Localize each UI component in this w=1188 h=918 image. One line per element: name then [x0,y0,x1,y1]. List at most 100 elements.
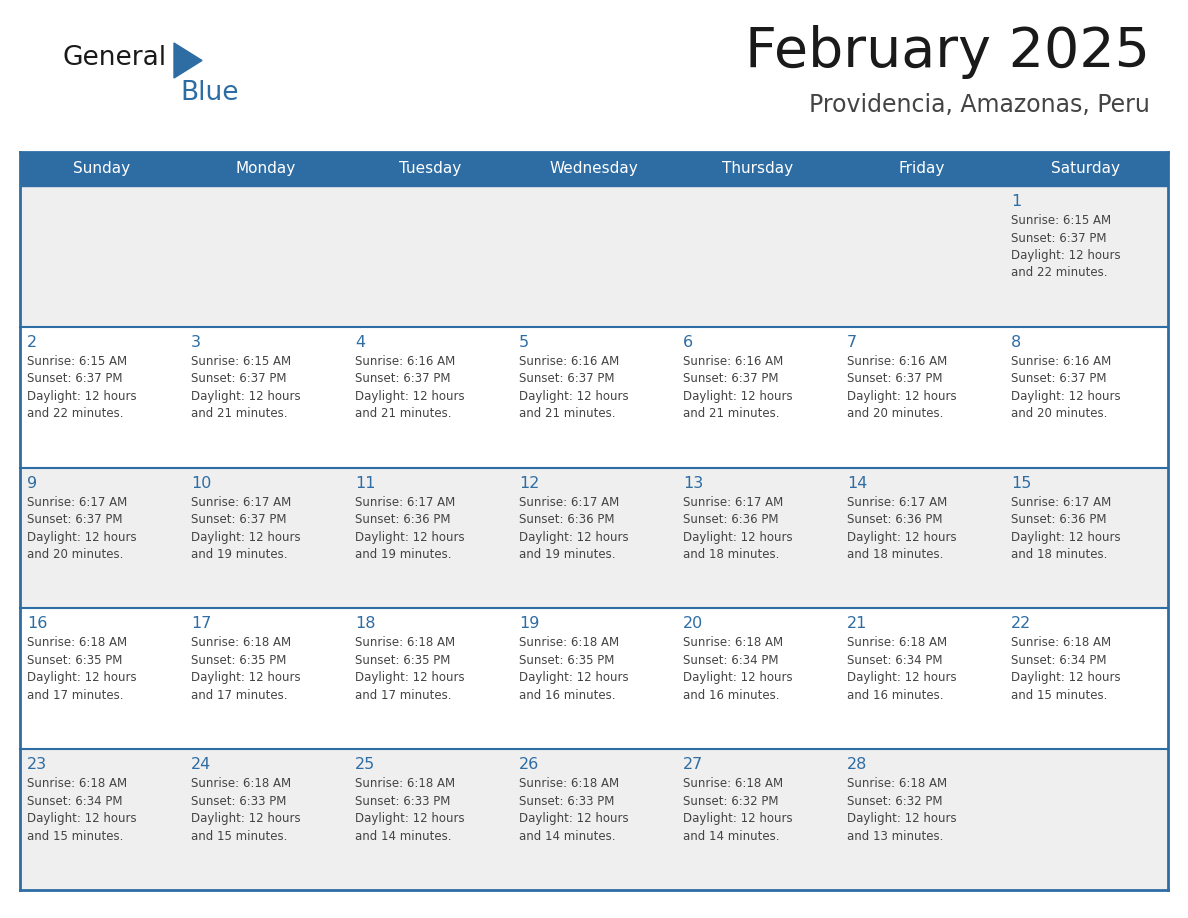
Text: Sunrise: 6:15 AM: Sunrise: 6:15 AM [27,354,127,368]
Text: Daylight: 12 hours: Daylight: 12 hours [1011,671,1120,685]
Text: Sunrise: 6:16 AM: Sunrise: 6:16 AM [355,354,455,368]
Text: 5: 5 [519,335,529,350]
Text: 11: 11 [355,476,375,490]
Text: Daylight: 12 hours: Daylight: 12 hours [27,531,137,543]
Text: and 17 minutes.: and 17 minutes. [355,688,451,702]
Text: Sunset: 6:36 PM: Sunset: 6:36 PM [519,513,614,526]
Text: Blue: Blue [181,80,239,106]
Text: Sunrise: 6:18 AM: Sunrise: 6:18 AM [683,636,783,649]
Text: Sunrise: 6:18 AM: Sunrise: 6:18 AM [519,778,619,790]
Text: and 21 minutes.: and 21 minutes. [519,408,615,420]
Text: Sunrise: 6:18 AM: Sunrise: 6:18 AM [847,778,947,790]
Text: Sunset: 6:37 PM: Sunset: 6:37 PM [683,373,778,386]
Text: 4: 4 [355,335,365,350]
Text: 16: 16 [27,616,48,632]
Text: Sunset: 6:35 PM: Sunset: 6:35 PM [355,654,450,666]
Text: 9: 9 [27,476,37,490]
Text: Sunset: 6:37 PM: Sunset: 6:37 PM [27,373,122,386]
Text: Sunset: 6:36 PM: Sunset: 6:36 PM [683,513,778,526]
Text: and 19 minutes.: and 19 minutes. [191,548,287,561]
Text: Sunrise: 6:18 AM: Sunrise: 6:18 AM [847,636,947,649]
Text: Daylight: 12 hours: Daylight: 12 hours [355,531,465,543]
Text: 12: 12 [519,476,539,490]
Text: Sunrise: 6:17 AM: Sunrise: 6:17 AM [355,496,455,509]
Text: Sunrise: 6:18 AM: Sunrise: 6:18 AM [191,636,291,649]
Text: Sunset: 6:35 PM: Sunset: 6:35 PM [27,654,122,666]
Text: 3: 3 [191,335,201,350]
Text: Sunset: 6:37 PM: Sunset: 6:37 PM [1011,231,1106,244]
Text: Sunrise: 6:17 AM: Sunrise: 6:17 AM [683,496,783,509]
Text: and 19 minutes.: and 19 minutes. [519,548,615,561]
Text: Sunrise: 6:17 AM: Sunrise: 6:17 AM [191,496,291,509]
Text: 7: 7 [847,335,857,350]
Bar [20,749,1168,890]
Text: Daylight: 12 hours: Daylight: 12 hours [191,390,301,403]
Text: Sunset: 6:33 PM: Sunset: 6:33 PM [355,795,450,808]
Text: Sunset: 6:34 PM: Sunset: 6:34 PM [847,654,942,666]
Text: 2: 2 [27,335,37,350]
Text: Sunset: 6:32 PM: Sunset: 6:32 PM [847,795,942,808]
Text: Sunrise: 6:16 AM: Sunrise: 6:16 AM [683,354,783,368]
Text: and 17 minutes.: and 17 minutes. [27,688,124,702]
Text: Sunset: 6:37 PM: Sunset: 6:37 PM [27,513,122,526]
Text: and 14 minutes.: and 14 minutes. [355,830,451,843]
Text: and 16 minutes.: and 16 minutes. [847,688,943,702]
Text: and 20 minutes.: and 20 minutes. [27,548,124,561]
Text: Tuesday: Tuesday [399,162,461,176]
Text: Daylight: 12 hours: Daylight: 12 hours [1011,390,1120,403]
Text: Sunrise: 6:17 AM: Sunrise: 6:17 AM [27,496,127,509]
Text: Friday: Friday [899,162,946,176]
Text: Sunday: Sunday [74,162,131,176]
Text: Sunrise: 6:18 AM: Sunrise: 6:18 AM [27,778,127,790]
Text: Daylight: 12 hours: Daylight: 12 hours [683,671,792,685]
Text: Wednesday: Wednesday [550,162,638,176]
Text: Daylight: 12 hours: Daylight: 12 hours [847,812,956,825]
Text: Sunset: 6:36 PM: Sunset: 6:36 PM [847,513,942,526]
Text: Sunrise: 6:17 AM: Sunrise: 6:17 AM [519,496,619,509]
Text: 28: 28 [847,757,867,772]
Text: Sunset: 6:34 PM: Sunset: 6:34 PM [683,654,778,666]
Text: and 18 minutes.: and 18 minutes. [847,548,943,561]
Text: Thursday: Thursday [722,162,794,176]
Text: Daylight: 12 hours: Daylight: 12 hours [683,390,792,403]
Text: and 14 minutes.: and 14 minutes. [519,830,615,843]
Text: and 16 minutes.: and 16 minutes. [519,688,615,702]
Text: Sunset: 6:35 PM: Sunset: 6:35 PM [191,654,286,666]
Text: and 20 minutes.: and 20 minutes. [847,408,943,420]
Text: 14: 14 [847,476,867,490]
Text: and 21 minutes.: and 21 minutes. [683,408,779,420]
Text: and 21 minutes.: and 21 minutes. [191,408,287,420]
Text: Daylight: 12 hours: Daylight: 12 hours [355,671,465,685]
Text: 24: 24 [191,757,211,772]
Text: Daylight: 12 hours: Daylight: 12 hours [355,812,465,825]
Text: Daylight: 12 hours: Daylight: 12 hours [519,812,628,825]
Text: 27: 27 [683,757,703,772]
Text: 13: 13 [683,476,703,490]
Text: Sunrise: 6:16 AM: Sunrise: 6:16 AM [1011,354,1111,368]
Text: Sunset: 6:34 PM: Sunset: 6:34 PM [1011,654,1106,666]
Text: Daylight: 12 hours: Daylight: 12 hours [847,390,956,403]
Text: Sunrise: 6:16 AM: Sunrise: 6:16 AM [519,354,619,368]
Text: Daylight: 12 hours: Daylight: 12 hours [847,531,956,543]
Text: Sunset: 6:37 PM: Sunset: 6:37 PM [191,373,286,386]
Text: Sunset: 6:36 PM: Sunset: 6:36 PM [1011,513,1106,526]
Text: and 22 minutes.: and 22 minutes. [27,408,124,420]
Text: General: General [62,45,166,71]
Text: and 15 minutes.: and 15 minutes. [27,830,124,843]
Text: Daylight: 12 hours: Daylight: 12 hours [519,671,628,685]
Text: 23: 23 [27,757,48,772]
Text: and 14 minutes.: and 14 minutes. [683,830,779,843]
Text: and 16 minutes.: and 16 minutes. [683,688,779,702]
Text: Sunrise: 6:18 AM: Sunrise: 6:18 AM [519,636,619,649]
Text: 15: 15 [1011,476,1031,490]
Text: and 17 minutes.: and 17 minutes. [191,688,287,702]
Text: 25: 25 [355,757,375,772]
Text: and 21 minutes.: and 21 minutes. [355,408,451,420]
Text: Sunrise: 6:15 AM: Sunrise: 6:15 AM [1011,214,1111,227]
Text: 20: 20 [683,616,703,632]
Text: and 15 minutes.: and 15 minutes. [1011,688,1107,702]
Text: and 22 minutes.: and 22 minutes. [1011,266,1107,279]
Text: Sunrise: 6:17 AM: Sunrise: 6:17 AM [847,496,947,509]
Bar [20,152,1168,186]
Text: Daylight: 12 hours: Daylight: 12 hours [519,390,628,403]
